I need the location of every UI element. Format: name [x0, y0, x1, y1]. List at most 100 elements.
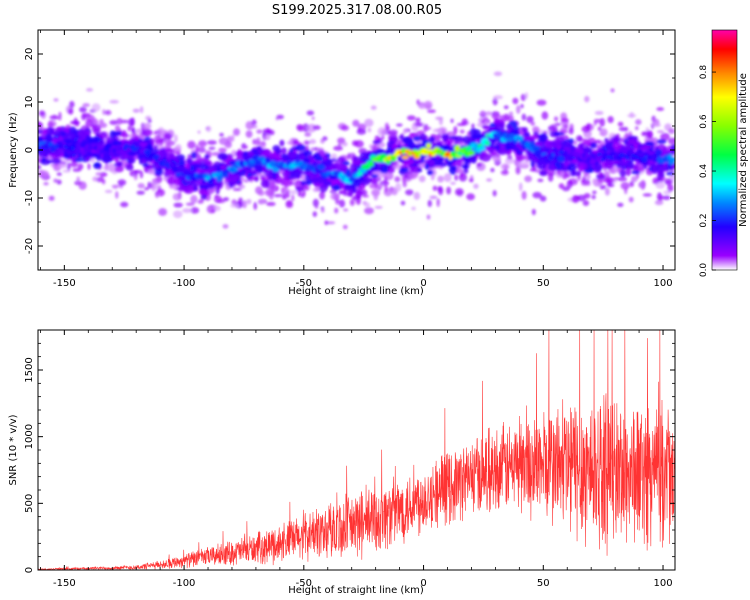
x-tick-label: -100	[173, 278, 196, 289]
spectrogram-cell	[539, 170, 548, 177]
spectrogram-cell	[403, 157, 415, 166]
spectrogram-cell	[145, 129, 153, 135]
x-tick-label: -150	[53, 578, 76, 589]
spectrogram-cell	[165, 133, 172, 140]
spectrogram-cell	[644, 141, 655, 147]
spectrogram-cell	[153, 145, 159, 150]
spectrogram-cell	[524, 175, 533, 183]
spectrogram-cell	[419, 133, 427, 141]
spectrogram-cell	[438, 186, 444, 196]
spectrogram-cell	[456, 157, 463, 168]
spectrogram-cell	[208, 146, 216, 150]
spectrogram-cell	[364, 118, 374, 127]
x-tick-label: 0	[420, 278, 426, 289]
spectrogram-cell	[388, 129, 398, 136]
spectrogram-cell	[285, 200, 294, 209]
spectrogram-cell	[200, 193, 207, 200]
spectrogram-cell	[95, 172, 102, 176]
spectrogram-cell	[651, 165, 658, 175]
spectrogram-cell	[432, 128, 443, 133]
spectrogram-cell	[239, 169, 246, 177]
spectrogram-cell	[521, 127, 528, 133]
spectrogram-cell	[343, 184, 354, 190]
spectrogram-cell	[506, 123, 512, 130]
spectrogram-cell	[450, 118, 454, 123]
spectrogram-cell	[668, 128, 675, 134]
spectrogram-cell	[279, 139, 285, 147]
colorbar-label: Normalized spectral amplitude	[738, 73, 749, 227]
spectrogram-cell	[347, 188, 354, 197]
spectrogram-cell	[243, 145, 248, 150]
spectrogram-cell	[402, 128, 408, 134]
spectrogram-cell	[233, 128, 241, 136]
spectrogram-cell	[566, 180, 573, 189]
spectrogram-cell	[595, 177, 606, 183]
spectrogram-cell	[553, 149, 559, 156]
spectrogram-cell	[160, 147, 166, 157]
spectrogram-cell	[253, 201, 258, 210]
spectrogram-cell	[448, 166, 457, 175]
spectrogram-cell	[245, 130, 253, 138]
spectrogram-cell	[354, 140, 364, 148]
spectrogram-cell	[478, 145, 486, 151]
spectrogram-cell	[190, 195, 198, 204]
spectrogram-cell	[508, 111, 514, 116]
spectrogram-cell	[492, 97, 498, 106]
spectrogram-cell	[345, 169, 351, 177]
spectrogram-cell	[246, 166, 252, 171]
spectrogram-cell	[668, 160, 675, 165]
spectrogram-cell	[311, 116, 315, 120]
spectrogram-cell	[473, 183, 479, 189]
spectrogram-cell	[637, 152, 646, 158]
x-tick-label: 100	[653, 578, 672, 589]
spectrogram-cell	[493, 71, 503, 77]
spectrogram-cell	[294, 144, 306, 152]
spectrogram-cell	[246, 198, 252, 205]
spectrogram-cell	[619, 169, 627, 178]
spectrogram-cell	[403, 136, 412, 146]
spectrogram-cell	[537, 178, 544, 183]
spectrogram-cell	[655, 149, 663, 157]
spectrogram-cell	[402, 181, 407, 188]
spectrogram-cell	[468, 178, 474, 182]
colorbar: 0.0 0.2 0.4 0.6 0.8 Normalized spectral ampl…	[699, 29, 749, 277]
spectrogram-cell	[193, 166, 198, 172]
spectrogram-cell	[592, 178, 599, 184]
spectrogram-cell	[276, 148, 282, 155]
spectrogram-cell	[526, 115, 534, 124]
spectrogram-cell	[276, 114, 284, 120]
spectrogram-cell	[197, 200, 202, 204]
spectrogram-cell	[584, 154, 592, 159]
y-tick-label: -20	[24, 238, 35, 254]
spectrogram-cell	[463, 167, 469, 174]
spectrogram-cell	[312, 125, 321, 130]
spectrogram-cell	[132, 108, 140, 113]
spectrogram-cell	[136, 190, 145, 195]
spectrogram-cell	[538, 133, 548, 142]
spectrogram-cell	[516, 105, 521, 114]
spectrogram-cell	[111, 140, 123, 147]
spectrogram-cell	[56, 126, 62, 132]
spectrogram-cell	[233, 174, 240, 182]
spectrogram-cell	[374, 205, 383, 209]
spectrogram-cell	[592, 190, 597, 195]
spectrogram-cell	[125, 164, 134, 171]
spectrogram-cell	[610, 136, 621, 144]
x-tick-label: -150	[53, 278, 76, 289]
spectrogram-cell	[497, 148, 508, 155]
spectrogram-cell	[332, 184, 341, 191]
spectrogram-cell	[147, 118, 152, 124]
spectrogram-cell	[391, 147, 397, 153]
spectrogram-cell	[78, 181, 87, 190]
spectrogram-cell	[599, 117, 606, 127]
spectrogram-cell	[70, 161, 78, 168]
spectrogram-cell	[142, 126, 148, 131]
spectrogram-cell	[263, 167, 275, 177]
spectrogram-cell	[93, 162, 101, 168]
spectrogram-cell	[384, 183, 388, 193]
spectrogram-cell	[549, 163, 556, 171]
spectrogram-cell	[334, 207, 339, 214]
spectrogram-cell	[290, 169, 301, 179]
spectrogram-cell	[446, 186, 452, 195]
spectrogram-cell	[427, 199, 432, 208]
